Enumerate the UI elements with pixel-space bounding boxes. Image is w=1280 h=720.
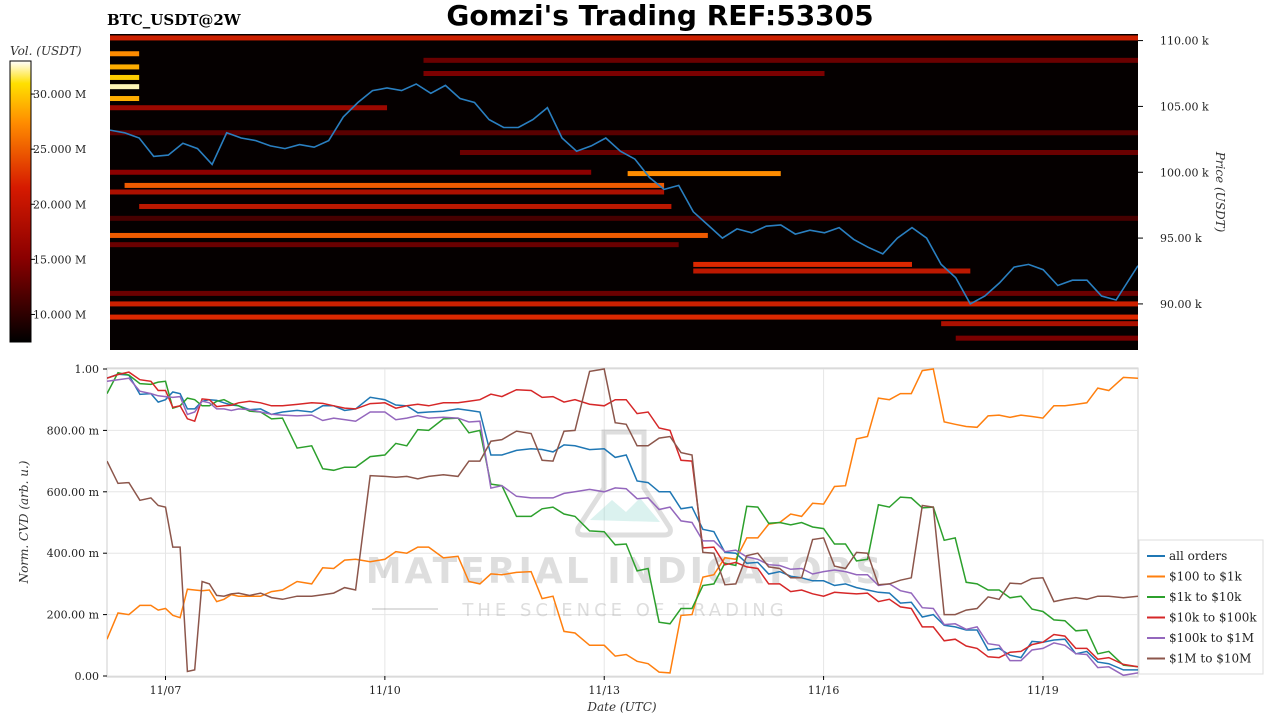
liquidity-band [110,105,388,111]
cvd-y-tick-label: 800.00 m [47,424,100,437]
liquidity-band [627,171,781,177]
watermark-subtitle: THE SCIENCE OF TRADING [461,600,787,621]
liquidity-band [110,51,140,57]
legend-entry: all orders [1169,549,1227,563]
price-tick-label: 110.00 k [1160,35,1209,48]
liquidity-band [110,96,140,102]
cvd-panel: MATERIAL INDICATORS THE SCIENCE OF TRADI… [17,363,1264,714]
liquidity-band [110,189,665,195]
liquidity-band [124,182,665,188]
liquidity-band [955,335,1138,341]
price-axis-label: Price (USDT) [1213,151,1227,233]
cvd-series-line [107,371,1138,668]
cvd-x-axis: 11/07 11/10 11/13 11/16 11/19 [150,676,1059,697]
cvd-grid [107,368,1138,677]
cvd-y-axis: 0.00 200.00 m 400.00 m 600.00 m 800.00 m 1.00 [47,363,107,683]
price-tick-label: 95.00 k [1160,232,1202,245]
symbol-label: BTC_USDT@2W [107,11,242,29]
colorbar-tick-label: 30.000 M [33,88,86,101]
cvd-y-tick-label: 0.00 [75,670,100,683]
liquidity-band [110,314,1138,320]
price-tick-label: 105.00 k [1160,100,1209,113]
liquidity-band [139,203,672,209]
colorbar-ticks: 30.000 M 25.000 M 20.000 M 15.000 M 10.000 M [31,88,86,321]
cvd-x-tick-label: 11/16 [808,684,840,697]
liquidity-band [110,301,1138,307]
legend-entry: $1k to $10k [1169,590,1242,604]
cvd-series-line [107,368,1138,674]
liquidity-band [693,268,971,274]
flask-icon [575,429,673,538]
cvd-x-axis-label: Date (UTC) [586,700,656,714]
cvd-series-line [107,377,1138,677]
cvd-y-axis-label: Norm. CVD (arb. u.) [17,460,31,584]
legend: all orders $100 to $1k $1k to $10k $10k to … [1138,539,1264,675]
price-tick-label: 90.00 k [1160,298,1202,311]
price-line [110,83,1138,305]
liquidity-band [423,71,825,76]
watermark: MATERIAL INDICATORS THE SCIENCE OF TRADI… [366,429,885,621]
legend-entry: $1M to $10M [1169,652,1251,666]
colorbar-tick-label: 15.000 M [33,253,86,266]
heatmap-bands [110,35,1138,341]
watermark-title: MATERIAL INDICATORS [366,551,885,592]
liquidity-band [941,321,1138,327]
cvd-series [107,368,1138,677]
colorbar-tick-label: 10.000 M [33,308,86,321]
liquidity-band [110,64,140,70]
cvd-x-tick-label: 11/10 [369,684,401,697]
cvd-y-tick-label: 1.00 [75,363,100,376]
liquidity-band [423,57,1138,63]
cvd-x-tick-label: 11/07 [150,684,182,697]
legend-entry: $10k to $100k [1169,611,1257,625]
price-axis: 110.00 k 105.00 k 100.00 k 95.00 k 90.00 k [1138,35,1209,311]
colorbar-tick-label: 20.000 M [33,198,86,211]
cvd-y-tick-label: 200.00 m [47,609,100,622]
legend-entry: $100k to $1M [1169,631,1254,645]
liquidity-band [110,290,1138,296]
liquidity-band [110,215,1138,221]
colorbar [9,60,32,343]
cvd-y-tick-label: 400.00 m [47,547,100,560]
liquidity-band [110,35,1138,41]
liquidity-band [459,150,1138,155]
cvd-x-tick-label: 11/13 [588,684,620,697]
cvd-series-line [107,368,1138,673]
cvd-x-tick-label: 11/19 [1027,684,1059,697]
liquidity-band [110,232,708,238]
chart-title: Gomzi's Trading REF:53305 [446,0,873,32]
liquidity-band [110,242,679,248]
cvd-y-tick-label: 600.00 m [47,486,100,499]
colorbar-tick-label: 25.000 M [33,143,86,156]
price-tick-label: 100.00 k [1160,166,1209,179]
legend-box [1138,539,1264,675]
legend-entry: $100 to $1k [1169,570,1242,584]
liquidity-band [693,261,912,267]
cvd-plot-area [106,367,1139,678]
flask-liquid-icon [590,498,660,522]
liquidity-band [110,130,1138,136]
liquidity-band [110,74,140,80]
liquidity-band [110,84,140,90]
liquidity-band [110,169,592,175]
colorbar-label: Vol. (USDT) [10,44,82,58]
heatmap-panel: 110.00 k 105.00 k 100.00 k 95.00 k 90.00 k P… [110,34,1227,350]
cvd-series-line [107,371,1138,668]
